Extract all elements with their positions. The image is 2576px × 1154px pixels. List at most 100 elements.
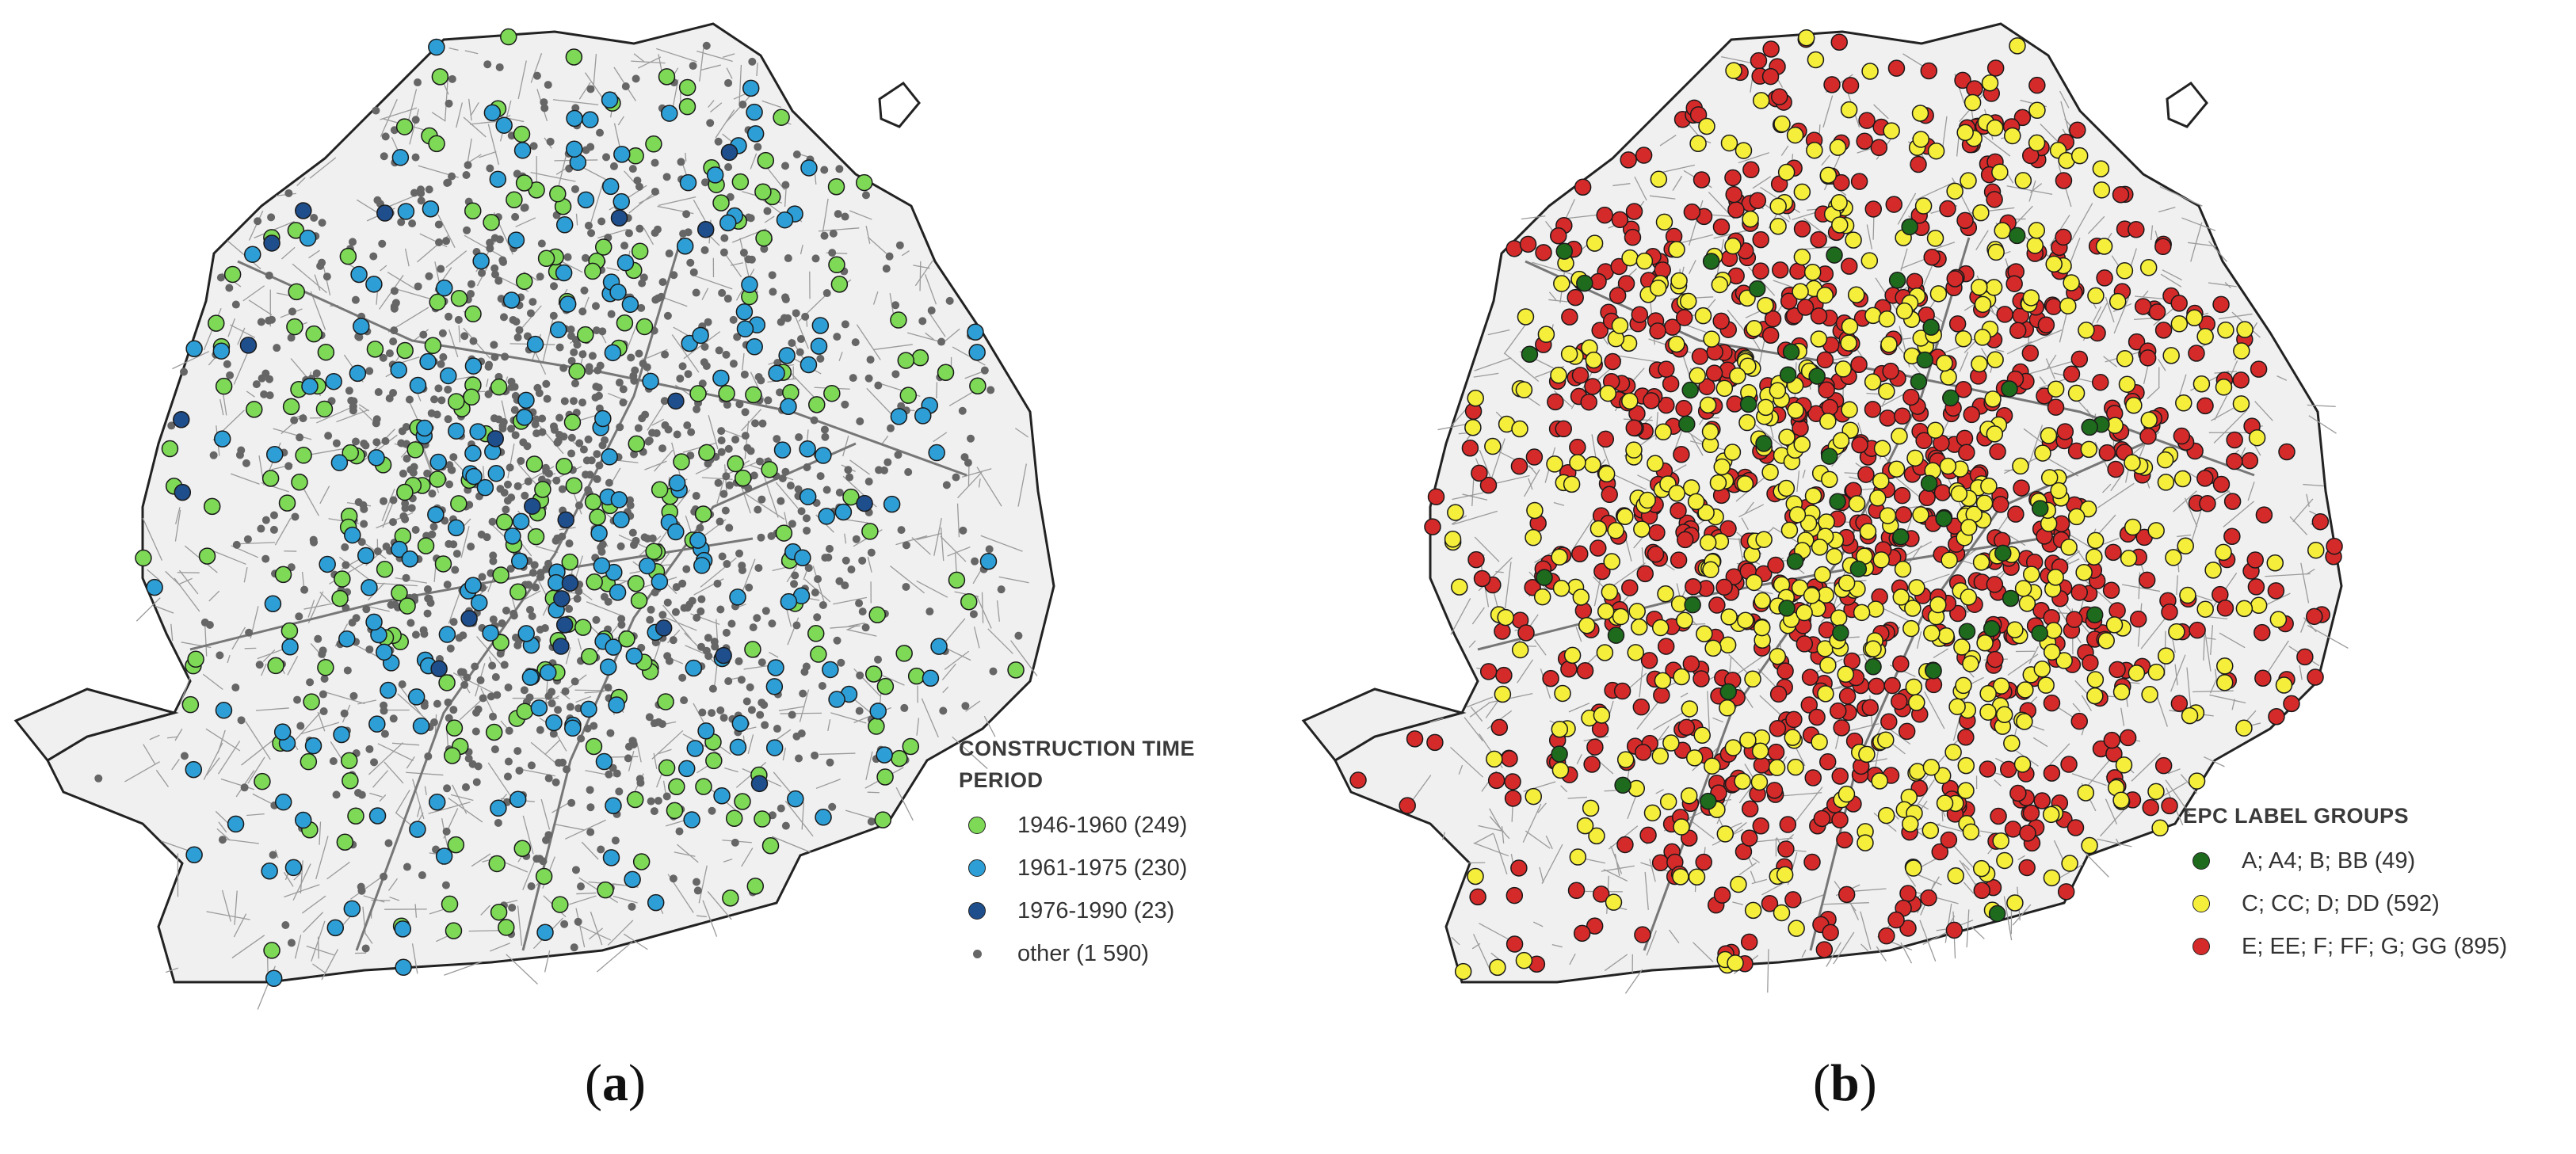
street-segment	[301, 895, 326, 914]
street-segment	[479, 150, 497, 158]
period-1976-1990-point	[553, 590, 571, 607]
street-segment	[2167, 768, 2181, 775]
epc-c-d-point	[1497, 608, 1514, 627]
other-point	[835, 577, 844, 585]
epc-e-g-point	[2196, 397, 2214, 415]
other-point	[571, 866, 580, 874]
other-point	[866, 356, 875, 364]
other-point	[751, 419, 760, 428]
street-segment	[1488, 693, 1533, 703]
epc-e-g-point	[1823, 76, 1841, 93]
period-1961-1975-point	[185, 340, 203, 358]
period-1946-1960-point	[744, 641, 761, 658]
other-point	[575, 439, 584, 448]
epc-c-d-point	[1871, 772, 1888, 790]
epc-e-g-point	[1810, 230, 1827, 249]
other-point	[414, 78, 422, 87]
street-segment	[911, 537, 931, 555]
epc-c-d-point	[2147, 663, 2166, 681]
epc-e-g-point	[1584, 378, 1601, 395]
other-point	[477, 530, 486, 539]
street-segment	[364, 933, 373, 944]
caption-a: (a)	[585, 1054, 646, 1112]
period-1961-1975-point	[564, 719, 582, 737]
other-point	[967, 434, 975, 443]
period-1961-1975-point	[765, 678, 784, 695]
period-1946-1960-point	[828, 256, 845, 274]
epc-c-d-point	[2081, 836, 2098, 855]
street-segment	[1624, 969, 1643, 994]
other-point	[768, 811, 777, 820]
period-1946-1960-point	[463, 388, 480, 406]
street-segment	[326, 861, 350, 880]
period-1961-1975-point	[613, 511, 630, 528]
other-point	[792, 621, 801, 630]
other-point	[319, 690, 327, 699]
period-1961-1975-point	[436, 279, 453, 297]
epc-a-b-point	[1829, 493, 1846, 510]
epc-c-d-point	[2043, 869, 2061, 887]
period-1961-1975-point	[685, 659, 703, 677]
epc-a-b-point	[2001, 380, 2018, 398]
epc-c-d-point	[1878, 310, 1896, 328]
other-point	[474, 705, 483, 714]
dark-blue-dot-icon	[968, 902, 986, 920]
other-point	[549, 729, 558, 738]
street-segment	[575, 924, 612, 941]
epc-e-g-point	[2109, 661, 2126, 679]
other-point	[567, 798, 576, 807]
epc-c-d-point	[1986, 119, 2004, 137]
other-point	[635, 775, 644, 783]
street-segment	[2177, 534, 2192, 538]
other-point	[595, 461, 604, 470]
epc-e-g-point	[1479, 476, 1498, 494]
period-1961-1975-point	[815, 447, 832, 464]
street-segment	[1525, 830, 1551, 849]
epc-e-g-point	[1858, 112, 1876, 129]
street-segment	[1637, 474, 1651, 482]
period-1961-1975-point	[215, 702, 233, 719]
epc-c-d-point	[1651, 747, 1670, 765]
street-segment	[628, 192, 654, 214]
period-1946-1960-point	[874, 811, 892, 828]
period-1946-1960-point	[960, 593, 978, 611]
period-1946-1960-point	[658, 68, 676, 86]
epc-e-g-point	[2028, 76, 2046, 94]
epc-c-d-point	[2170, 315, 2189, 333]
period-1946-1960-point	[597, 881, 614, 899]
street-segment	[395, 288, 430, 299]
other-point	[351, 295, 360, 304]
street-segment	[411, 943, 418, 974]
street-segment	[769, 651, 779, 658]
street-segment	[696, 50, 733, 63]
other-point	[710, 638, 719, 646]
epc-e-g-point	[1850, 356, 1868, 373]
epc-c-d-point	[1724, 237, 1742, 255]
other-point	[645, 713, 654, 722]
epc-a-b-point	[1901, 218, 1918, 236]
period-1961-1975-point	[368, 715, 386, 733]
epc-e-g-point	[1609, 287, 1627, 304]
street-segment	[696, 764, 710, 774]
other-point	[754, 143, 762, 151]
street-segment	[1876, 946, 1887, 962]
legend-a: CONSTRUCTION TIME PERIOD 1946-1960 (249)…	[959, 733, 1195, 975]
period-1946-1960-point	[645, 543, 662, 560]
other-point	[448, 74, 456, 83]
other-point	[486, 244, 494, 253]
other-point	[902, 541, 910, 550]
street-segment	[1803, 218, 1832, 240]
street-segment	[1962, 862, 1971, 870]
epc-c-d-point	[2070, 147, 2089, 165]
other-point	[443, 784, 452, 793]
period-1946-1960-point	[490, 378, 508, 396]
epc-c-d-point	[1607, 522, 1624, 539]
period-1946-1960-point	[969, 377, 987, 394]
epc-c-d-point	[1596, 644, 1614, 661]
epc-c-d-point	[1668, 484, 1685, 502]
period-1961-1975-point	[428, 794, 446, 811]
street-segment	[255, 707, 289, 711]
street-segment	[2012, 904, 2032, 926]
other-point	[513, 333, 522, 342]
street-segment	[2113, 296, 2130, 334]
